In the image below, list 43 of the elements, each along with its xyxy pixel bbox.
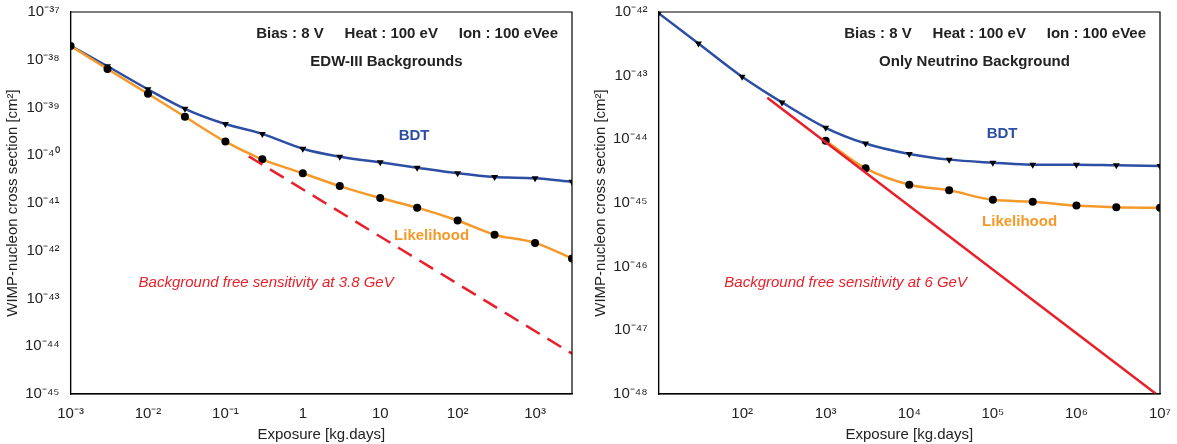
x-tick-label: 10⁷ xyxy=(1148,404,1172,422)
annotation: Bias : 8 V Heat : 100 eV Ion : 100 eVee xyxy=(256,24,558,42)
series-label: BDT xyxy=(398,126,430,144)
series-label: BDT xyxy=(986,124,1018,142)
x-tick-label: 10⁻³ xyxy=(57,404,84,422)
x-tick-label: 10⁶ xyxy=(1065,404,1088,422)
y-tick-label: 10⁻⁴⁸ xyxy=(613,384,648,402)
y-axis-title: WIMP-nucleon cross section [cm²] xyxy=(3,89,21,317)
y-tick-label: 10⁻⁴² xyxy=(26,240,60,258)
annotation: Bias : 8 V Heat : 100 eV Ion : 100 eVee xyxy=(844,24,1146,42)
x-tick-label: 10⁻¹ xyxy=(212,404,239,422)
y-axis-title: WIMP-nucleon cross section [cm²] xyxy=(591,89,609,317)
series-label: Likelihood xyxy=(982,212,1058,230)
y-tick-label: 10⁻³⁷ xyxy=(27,2,60,20)
y-tick-label: 10⁻⁴⁵ xyxy=(25,384,60,402)
x-tick-label: 10⁵ xyxy=(981,404,1005,422)
y-tick-label: 10⁻⁴⁷ xyxy=(614,320,648,338)
x-tick-label: 10² xyxy=(446,404,469,422)
x-tick-label: 10⁴ xyxy=(897,404,921,422)
x-tick-label: 10³ xyxy=(524,404,546,422)
x-tick-label: 10 xyxy=(371,404,389,422)
x-tick-label: 10⁻² xyxy=(134,404,162,422)
y-tick-label: 10⁻⁴³ xyxy=(614,65,648,83)
series-label: Likelihood xyxy=(394,225,470,243)
y-tick-label: 10⁻³⁹ xyxy=(26,97,60,115)
y-tick-label: 10⁻⁴⁵ xyxy=(613,193,648,211)
y-tick-label: 10⁻⁴¹ xyxy=(26,193,60,211)
y-tick-label: 10⁻³⁸ xyxy=(26,49,60,67)
text: EDW-III Backgrounds xyxy=(310,52,463,70)
x-tick-label: 1 xyxy=(298,404,307,422)
x-tick-label: 10³ xyxy=(814,404,837,422)
y-tick-label: 10⁻⁴⁶ xyxy=(613,256,648,274)
text: Only Neutrino Background xyxy=(879,52,1070,70)
series-label: Background free sensitivity at 6 GeV xyxy=(724,273,969,291)
y-tick-label: 10⁻⁴⁴ xyxy=(25,336,60,354)
y-tick-label: 10⁻⁴⁴ xyxy=(613,129,648,147)
y-tick-label: 10⁻⁴³ xyxy=(26,288,60,306)
series-label: Background free sensitivity at 3.8 GeV xyxy=(138,273,396,291)
x-tick-label: 10² xyxy=(731,404,753,422)
x-axis-title: Exposure [kg.days] xyxy=(845,425,974,443)
x-axis-title: Exposure [kg.days] xyxy=(257,425,386,443)
y-tick-label: 10⁻⁴⁰ xyxy=(26,145,60,163)
y-tick-label: 10⁻⁴² xyxy=(614,2,648,20)
